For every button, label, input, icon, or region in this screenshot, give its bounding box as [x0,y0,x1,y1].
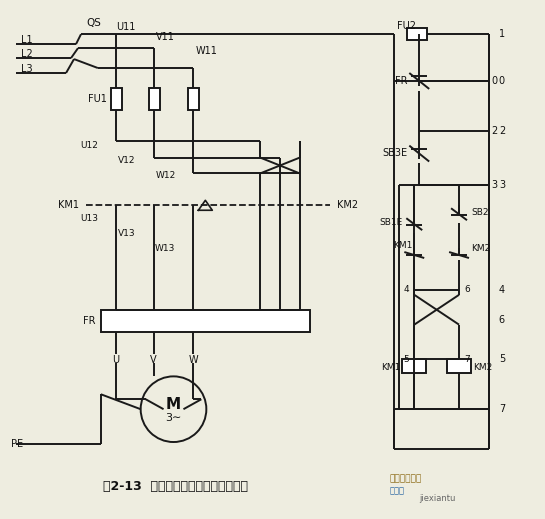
Text: W12: W12 [155,171,175,180]
Text: SB2: SB2 [471,208,488,217]
Text: V13: V13 [118,229,136,238]
Text: 3: 3 [499,181,505,190]
Bar [149,88,160,110]
Text: U12: U12 [80,141,98,150]
Text: W13: W13 [155,243,175,253]
Text: 2: 2 [499,126,505,135]
Text: 1: 1 [499,29,505,39]
Bar [101,310,310,332]
Text: KM2: KM2 [471,243,490,253]
Text: 2: 2 [491,126,497,135]
Text: 5: 5 [403,355,409,364]
Text: L1: L1 [21,35,33,45]
Circle shape [141,376,207,442]
Text: KM2: KM2 [337,200,358,210]
Text: KM1: KM1 [381,363,401,372]
Text: 3: 3 [491,181,497,190]
Text: W: W [189,356,198,365]
Text: U11: U11 [116,22,135,32]
Text: jiexiantu: jiexiantu [419,494,456,503]
Text: U13: U13 [80,214,98,223]
Text: KM1: KM1 [393,241,412,250]
Text: V11: V11 [156,32,174,42]
Text: 4: 4 [404,285,409,294]
Text: V12: V12 [118,156,136,165]
Text: 7: 7 [464,355,470,364]
Text: SB3E: SB3E [382,147,407,158]
Text: SB1E: SB1E [379,217,402,227]
Text: FR: FR [395,76,407,86]
Text: 0: 0 [491,76,497,86]
Bar [111,88,122,110]
Text: 6: 6 [499,315,505,325]
Bar [447,360,471,373]
Text: U: U [112,356,119,365]
Text: 4: 4 [499,285,505,295]
Text: PE: PE [11,439,23,449]
Text: FU2: FU2 [397,21,416,31]
Text: 3∼: 3∼ [165,413,181,423]
Bar [189,88,199,110]
Text: 电工技术之家: 电工技术之家 [389,474,422,483]
Text: W11: W11 [196,46,217,56]
Text: 6: 6 [464,285,470,294]
Text: KM1: KM1 [58,200,79,210]
Text: FR: FR [83,316,96,325]
Text: 5: 5 [499,354,505,364]
Text: 图2-13  按钮联锁的正反转控制电路图: 图2-13 按钮联锁的正反转控制电路图 [103,480,248,493]
Text: 接线图: 接线图 [389,486,404,495]
Text: L2: L2 [21,49,33,59]
Bar [402,360,426,373]
Text: 0: 0 [499,76,505,86]
Text: KM2: KM2 [473,363,492,372]
Text: QS: QS [86,18,101,28]
Text: L3: L3 [21,64,33,74]
Text: M: M [166,397,181,412]
Text: 7: 7 [499,404,505,414]
Bar [407,28,427,40]
Text: V: V [150,356,157,365]
Text: FU1: FU1 [88,94,107,104]
